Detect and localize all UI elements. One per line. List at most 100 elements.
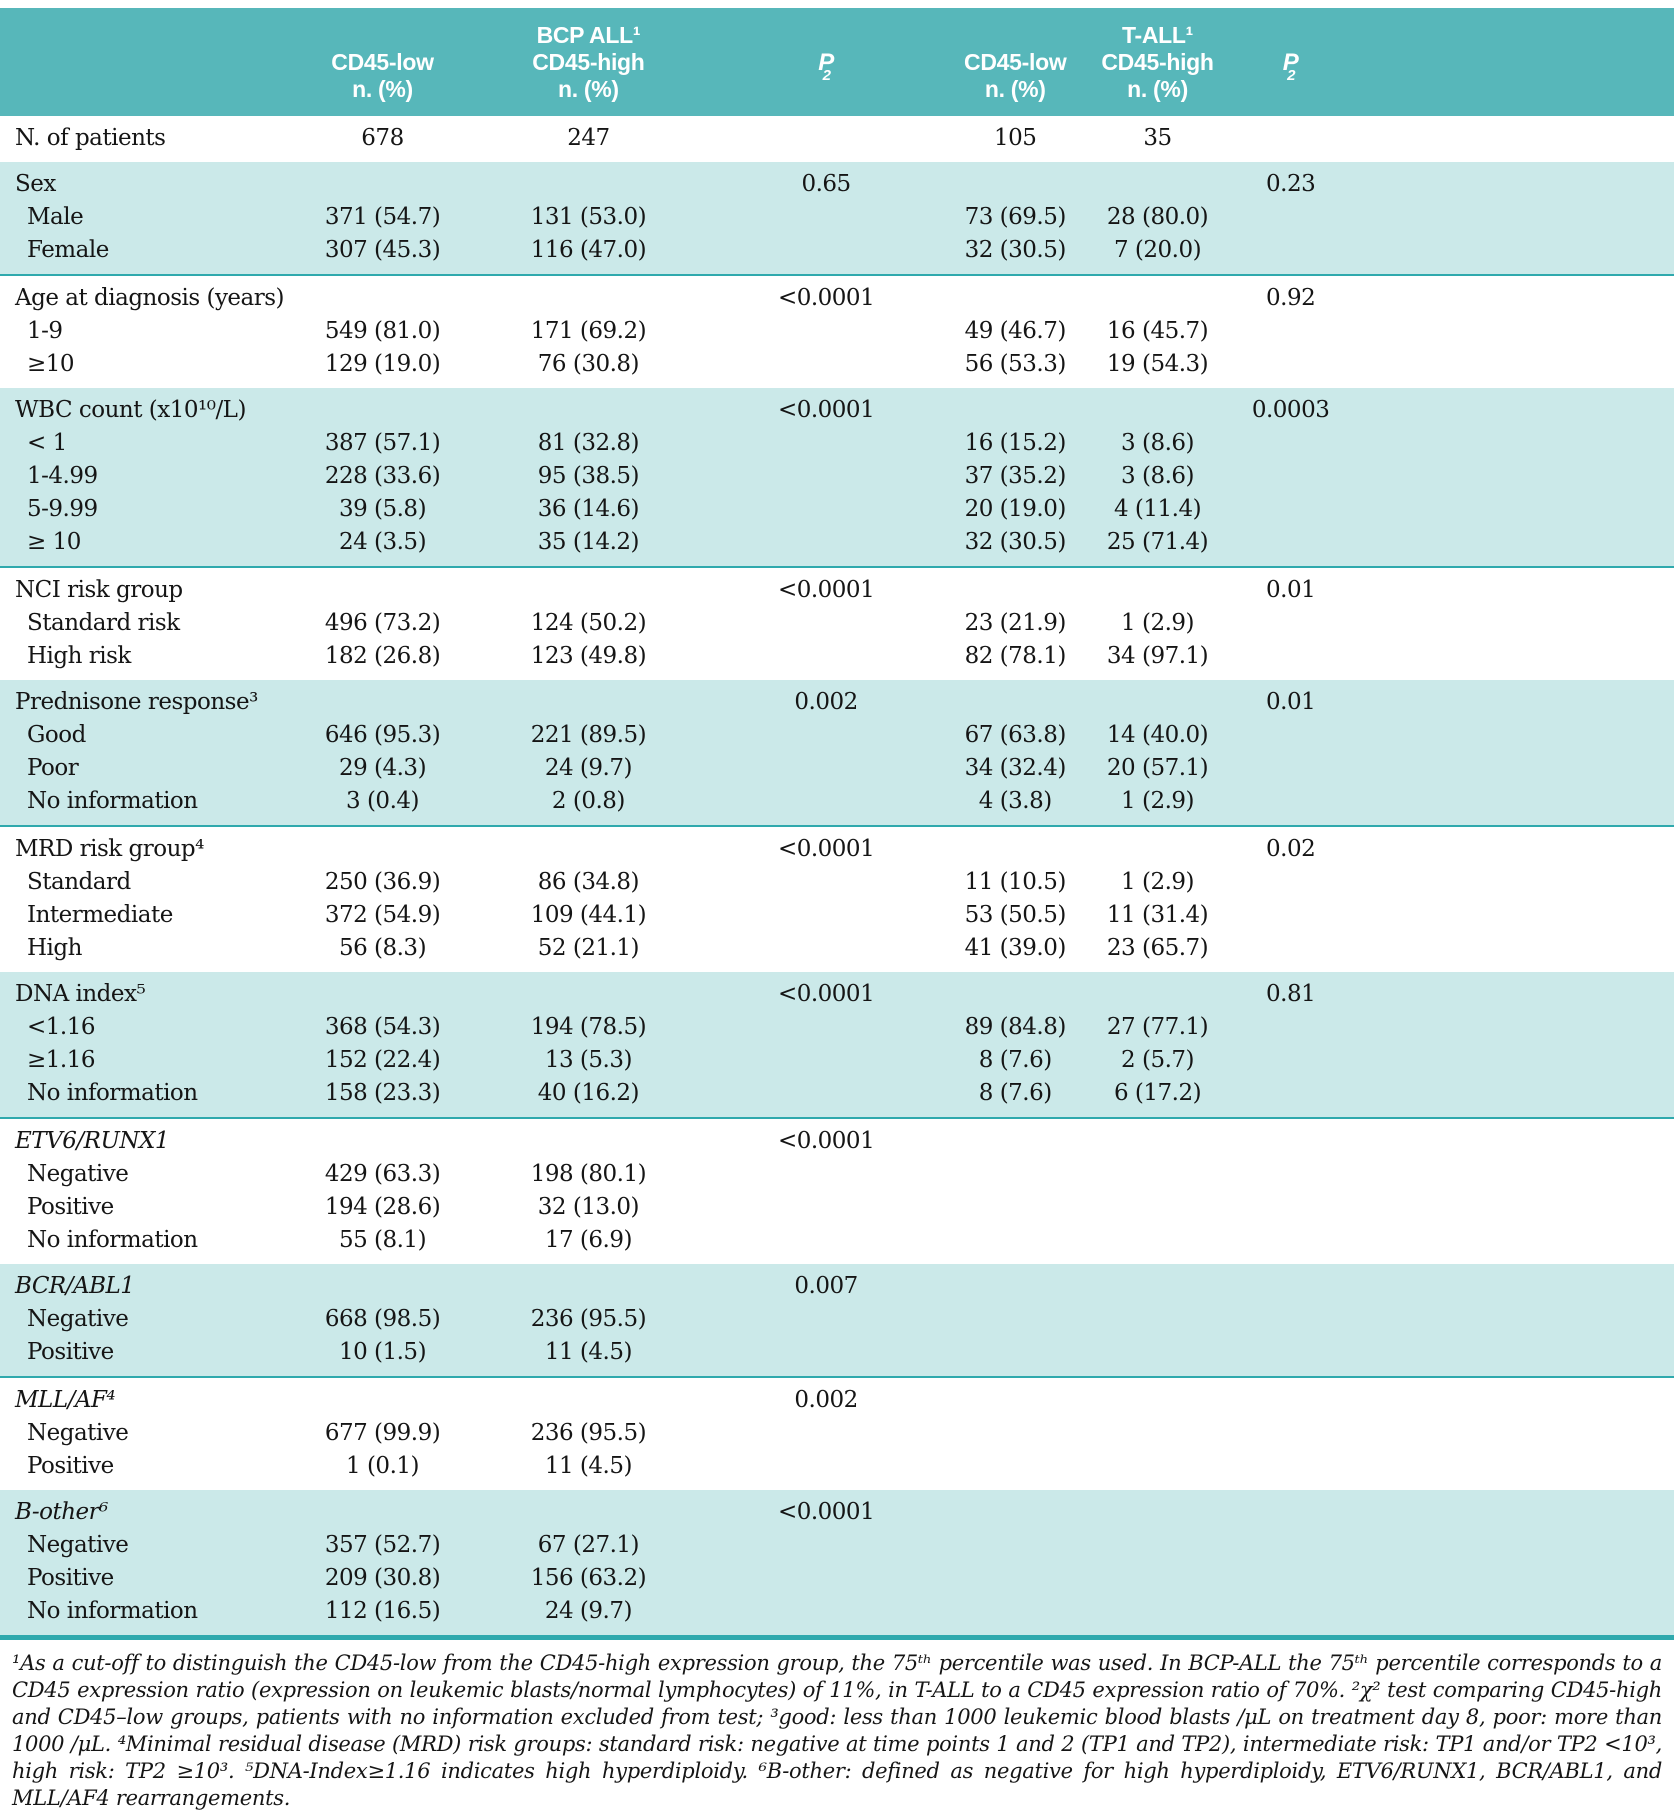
cell-bcp-cd45-low: 678 bbox=[361, 124, 404, 151]
table-row: Poor 29 (4.3) 24 (9.7) 34 (32.4) 20 (57.1) bbox=[0, 752, 1674, 785]
cell-p-value-bcp: <0.0001 bbox=[777, 835, 875, 862]
row-label: Negative bbox=[27, 1306, 129, 1332]
cell-bcp-cd45-high: 236 (95.5) bbox=[530, 1420, 647, 1446]
cell-tall-cd45-high: 7 (20.0) bbox=[1113, 237, 1202, 263]
cell-bcp-cd45-low: 3 (0.4) bbox=[346, 788, 419, 814]
header-col-high-label: CD45-high bbox=[532, 48, 645, 75]
cell-bcp-cd45-high: 32 (13.0) bbox=[537, 1194, 640, 1220]
cell-tall-cd45-low: 8 (7.6) bbox=[978, 1047, 1052, 1073]
cell-bcp-cd45-high: 247 bbox=[567, 124, 610, 151]
section-label: WBC count (x10¹⁰/L) bbox=[15, 396, 246, 423]
cell-bcp-cd45-low: 55 (8.1) bbox=[338, 1227, 427, 1253]
cell-bcp-cd45-high: 24 (9.7) bbox=[544, 1598, 633, 1624]
cell-p-value-tall: 0.01 bbox=[1266, 688, 1316, 715]
table-row: 5-9.99 39 (5.8) 36 (14.6) 20 (19.0) 4 (11.4) bbox=[0, 493, 1674, 526]
header-col-n-label: n. (%) bbox=[1127, 75, 1188, 102]
cell-bcp-cd45-low: 387 (57.1) bbox=[324, 430, 441, 456]
table-row: Standard 250 (36.9) 86 (34.8) 11 (10.5) 1 (2… bbox=[0, 866, 1674, 899]
cell-bcp-cd45-high: 40 (16.2) bbox=[537, 1080, 640, 1106]
cell-bcp-cd45-low: 372 (54.9) bbox=[324, 902, 441, 928]
row-label: Poor bbox=[27, 755, 79, 781]
row-label: 1-4.99 bbox=[27, 463, 98, 489]
section-label-row: MRD risk group⁴ <0.0001 0.02 bbox=[0, 832, 1674, 866]
section-bcr-abl1: BCR/ABL1 0.007 Negative 668 (98.5) 236 (95.5… bbox=[0, 1264, 1674, 1378]
cell-bcp-cd45-low: 668 (98.5) bbox=[324, 1306, 441, 1332]
cell-bcp-cd45-low: 209 (30.8) bbox=[324, 1565, 441, 1591]
cell-bcp-cd45-high: 67 (27.1) bbox=[537, 1532, 640, 1558]
table-row: ≥1.16 152 (22.4) 13 (5.3) 8 (7.6) 2 (5.7) bbox=[0, 1044, 1674, 1077]
cell-bcp-cd45-high: 221 (89.5) bbox=[530, 722, 647, 748]
row-label: Negative bbox=[27, 1420, 129, 1446]
table-row: <1.16 368 (54.3) 194 (78.5) 89 (84.8) 27 (77… bbox=[0, 1011, 1674, 1044]
header-col-low-label: CD45-low bbox=[964, 48, 1067, 75]
cell-tall-cd45-high: 19 (54.3) bbox=[1106, 351, 1209, 377]
cell-bcp-cd45-high: 236 (95.5) bbox=[530, 1306, 647, 1332]
header-bcp-cd45-low: CD45-low n. (%) bbox=[300, 8, 466, 116]
cell-tall-cd45-high: 28 (80.0) bbox=[1106, 204, 1209, 230]
row-label: Standard bbox=[27, 869, 131, 895]
cell-bcp-cd45-high: 11 (4.5) bbox=[544, 1339, 633, 1365]
cell-p-value-tall: 0.23 bbox=[1266, 170, 1316, 197]
cell-tall-cd45-low: 20 (19.0) bbox=[964, 496, 1067, 522]
footnote: ¹As a cut-off to distinguish the CD45-lo… bbox=[12, 1651, 1662, 1810]
table-row: Negative 429 (63.3) 198 (80.1) bbox=[0, 1158, 1674, 1191]
cell-tall-cd45-high: 23 (65.7) bbox=[1106, 935, 1209, 961]
section-label: BCR/ABL1 bbox=[15, 1272, 135, 1299]
cell-tall-cd45-low: 16 (15.2) bbox=[964, 430, 1067, 456]
cell-bcp-cd45-low: 158 (23.3) bbox=[324, 1080, 441, 1106]
section-label-row: BCR/ABL1 0.007 bbox=[0, 1269, 1674, 1303]
cell-bcp-cd45-high: 124 (50.2) bbox=[530, 610, 647, 636]
section-label: ETV6/RUNX1 bbox=[15, 1127, 169, 1154]
cell-bcp-cd45-low: 112 (16.5) bbox=[324, 1598, 441, 1624]
cell-tall-cd45-low: 4 (3.8) bbox=[978, 788, 1052, 814]
cell-p-value-bcp: 0.002 bbox=[794, 1386, 858, 1413]
table-row: Positive 10 (1.5) 11 (4.5) bbox=[0, 1336, 1674, 1369]
header-col-n-label: n. (%) bbox=[352, 75, 413, 102]
cell-tall-cd45-low: 56 (53.3) bbox=[964, 351, 1067, 377]
cell-p-value-tall: 0.92 bbox=[1266, 284, 1316, 311]
row-label: No information bbox=[27, 788, 198, 814]
section-label-row: B-other⁶ <0.0001 bbox=[0, 1495, 1674, 1529]
cell-tall-cd45-high: 6 (17.2) bbox=[1113, 1080, 1202, 1106]
section-label: MRD risk group⁴ bbox=[15, 835, 204, 862]
cell-bcp-cd45-low: 429 (63.3) bbox=[324, 1161, 441, 1187]
section-wbc: WBC count (x10¹⁰/L) <0.0001 0.0003 < 1 387 (… bbox=[0, 388, 1674, 568]
cell-p-value-tall: 0.0003 bbox=[1251, 396, 1330, 423]
header-col-high-label: CD45-high bbox=[1101, 48, 1214, 75]
cell-bcp-cd45-low: 357 (52.7) bbox=[324, 1532, 441, 1558]
row-label: ≥10 bbox=[27, 351, 75, 377]
section-label: N. of patients bbox=[15, 124, 166, 151]
cell-tall-cd45-low: 32 (30.5) bbox=[964, 529, 1067, 555]
section-label: Sex bbox=[15, 170, 56, 197]
row-label: No information bbox=[27, 1080, 198, 1106]
section-etv6-runx1: ETV6/RUNX1 <0.0001 Negative 429 (63.3) 198 (… bbox=[0, 1119, 1674, 1264]
cell-p-value-bcp: <0.0001 bbox=[777, 980, 875, 1007]
cell-bcp-cd45-high: 198 (80.1) bbox=[530, 1161, 647, 1187]
cell-bcp-cd45-low: 56 (8.3) bbox=[338, 935, 427, 961]
section-b-other: B-other⁶ <0.0001 Negative 357 (52.7) 67 (27.… bbox=[0, 1490, 1674, 1640]
cell-tall-cd45-low: 49 (46.7) bbox=[964, 318, 1067, 344]
row-label: Positive bbox=[27, 1339, 114, 1365]
header-spacer-column bbox=[1356, 8, 1674, 116]
cell-bcp-cd45-low: 1 (0.1) bbox=[346, 1453, 419, 1479]
row-label: Positive bbox=[27, 1194, 114, 1220]
cell-tall-cd45-low: 34 (32.4) bbox=[964, 755, 1067, 781]
cell-bcp-cd45-low: 194 (28.6) bbox=[324, 1194, 441, 1220]
table-row: Female 307 (45.3) 116 (47.0) 32 (30.5) 7 (20… bbox=[0, 234, 1674, 267]
cell-tall-cd45-low: 89 (84.8) bbox=[964, 1014, 1067, 1040]
table-row: < 1 387 (57.1) 81 (32.8) 16 (15.2) 3 (8.6) bbox=[0, 427, 1674, 460]
cell-bcp-cd45-low: 182 (26.8) bbox=[324, 643, 441, 669]
cell-bcp-cd45-low: 129 (19.0) bbox=[324, 351, 441, 377]
table-body: N. of patients 678 247 105 35 Sex 0.65 0.23 Male… bbox=[0, 116, 1674, 1640]
cell-p-value-bcp: <0.0001 bbox=[777, 284, 875, 311]
section-label-row: DNA index⁵ <0.0001 0.81 bbox=[0, 977, 1674, 1011]
cell-bcp-cd45-low: 307 (45.3) bbox=[324, 237, 441, 263]
table-row: Male 371 (54.7) 131 (53.0) 73 (69.5) 28 (80.… bbox=[0, 201, 1674, 234]
cell-bcp-cd45-low: 496 (73.2) bbox=[324, 610, 441, 636]
cell-p-value-tall: 0.81 bbox=[1266, 980, 1316, 1007]
cell-tall-cd45-low: 11 (10.5) bbox=[964, 869, 1067, 895]
section-label-row: Prednisone response³ 0.002 0.01 bbox=[0, 685, 1674, 719]
cell-tall-cd45-high: 2 (5.7) bbox=[1121, 1047, 1195, 1073]
section-age: Age at diagnosis (years) <0.0001 0.92 1-9 54… bbox=[0, 276, 1674, 388]
